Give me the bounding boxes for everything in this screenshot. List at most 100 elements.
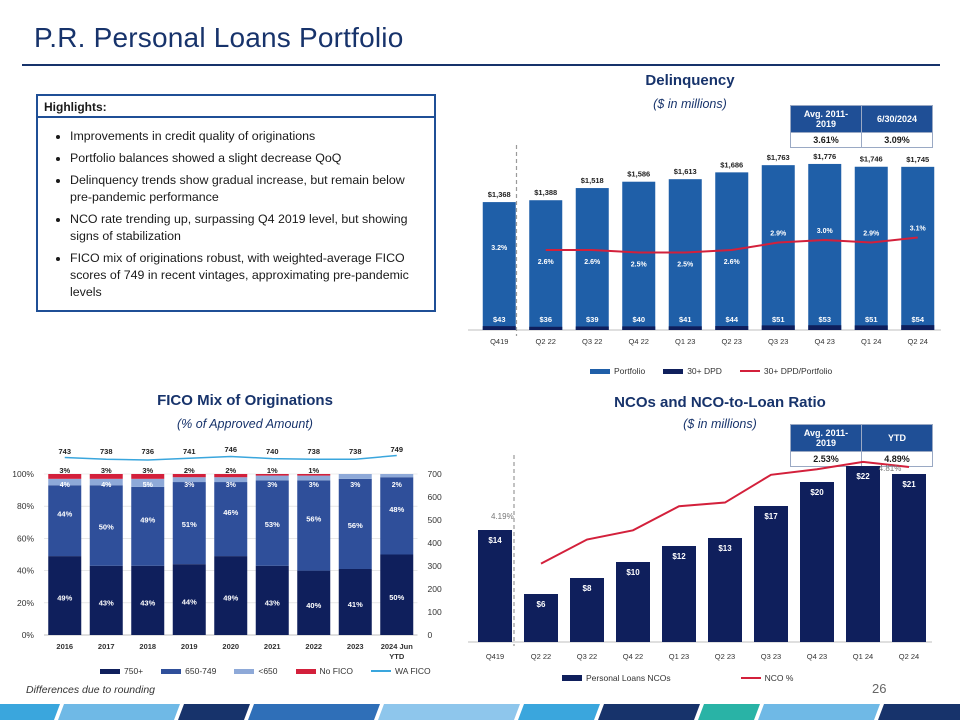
page-title: P.R. Personal Loans Portfolio <box>34 22 404 53</box>
segment-lt650 <box>48 478 82 486</box>
dpd-bar <box>854 325 888 330</box>
nco-title: NCOs and NCO-to-Loan Ratio <box>614 394 826 411</box>
dpd-label: $39 <box>586 315 599 324</box>
label-650-749: 48% <box>389 505 404 514</box>
label-650-749: 56% <box>348 521 363 530</box>
x-tick-label: Q4 23 <box>815 337 835 346</box>
x-tick-label: Q1 23 <box>669 652 689 661</box>
segment-lt650 <box>338 474 372 479</box>
segment-650-749 <box>214 482 248 557</box>
x-tick-label: Q419 <box>486 652 504 661</box>
x-tick-label: Q2 23 <box>715 652 735 661</box>
ratio-label: 3.0% <box>817 228 834 235</box>
label-lt650: 3% <box>226 482 237 489</box>
portfolio-label: $1,388 <box>534 188 557 197</box>
label-lt650: 2% <box>392 482 403 489</box>
dpd-bar <box>482 326 516 330</box>
y2-tick-label: 300 <box>428 561 442 571</box>
portfolio-bar <box>854 166 888 330</box>
x-tick-label: Q4 23 <box>807 652 827 661</box>
portfolio-label: $1,763 <box>767 153 790 162</box>
footer-stripe <box>518 704 600 720</box>
ratio-line <box>545 236 918 254</box>
legend-swatch <box>562 675 582 681</box>
segment-750 <box>380 554 414 635</box>
nco-bar <box>846 466 880 642</box>
y2-tick-label: 400 <box>428 538 442 548</box>
segment-650-749 <box>131 486 165 566</box>
x-tick-label: 2023 <box>347 642 364 651</box>
segment-750 <box>172 564 206 635</box>
segment-650-749 <box>380 477 414 555</box>
x-tick-label: 2021 <box>264 642 281 651</box>
legend-label: <650 <box>258 666 278 676</box>
x-tick-label: 2022 <box>305 642 322 651</box>
legend-label: Portfolio <box>614 366 646 376</box>
footer-band <box>0 704 960 720</box>
segment-nofico <box>48 474 82 479</box>
nco-stat-table: Avg. 2011-2019 YTD 2.53% 4.89% <box>790 424 933 467</box>
segment-lt650 <box>172 477 206 483</box>
wa-fico-label: 738 <box>100 447 113 456</box>
label-lt650: 5% <box>143 482 154 489</box>
legend-label: 750+ <box>124 666 144 676</box>
label-750: 43% <box>140 598 155 607</box>
nco-bar <box>570 578 604 642</box>
portfolio-label: $1,776 <box>813 152 836 161</box>
dpd-bar <box>761 325 795 330</box>
nco-label: $14 <box>488 536 502 545</box>
segment-nofico <box>214 474 248 478</box>
ratio-label: 2.9% <box>863 231 880 238</box>
ratio-label: 2.5% <box>631 262 648 269</box>
legend-line <box>371 670 392 672</box>
dpd-bar <box>622 326 656 330</box>
legend-label: 30+ DPD <box>687 366 722 376</box>
portfolio-label: $1,586 <box>627 170 650 179</box>
x-tick-label: Q3 22 <box>582 337 602 346</box>
ratio-label: 2.5% <box>677 262 694 269</box>
nco-legend: Personal Loans NCOs NCO % <box>562 673 811 683</box>
nco-label: $12 <box>672 552 686 561</box>
stat-header: YTD <box>861 424 933 452</box>
legend-label: NCO % <box>764 673 794 683</box>
portfolio-label: $1,613 <box>674 167 697 176</box>
segment-lt650 <box>214 477 248 483</box>
nco-bar <box>708 538 742 642</box>
footer-stripe <box>598 704 700 720</box>
nco-label: $17 <box>764 512 778 521</box>
segment-nofico <box>131 474 165 479</box>
x-tick-label: 2019 <box>181 642 198 651</box>
portfolio-label: $1,518 <box>581 176 604 185</box>
segment-750 <box>338 568 372 635</box>
label-650-749: 50% <box>99 523 114 532</box>
label-650-749: 53% <box>265 520 280 529</box>
label-lt650: 3% <box>267 482 278 489</box>
segment-650-749 <box>172 482 206 565</box>
stat-header: Avg. 2011-2019 <box>790 105 862 133</box>
ratio-label: 2.6% <box>538 259 555 266</box>
footer-stripe <box>58 704 180 720</box>
segment-lt650 <box>89 478 123 486</box>
legend-swatch <box>663 368 684 374</box>
label-lt650: 3% <box>184 482 195 489</box>
dpd-label: $44 <box>725 315 738 324</box>
segment-650-749 <box>48 485 82 557</box>
y-tick-label: 80% <box>17 501 34 511</box>
label-650-749: 56% <box>306 515 321 524</box>
segment-nofico <box>297 474 331 476</box>
portfolio-bar <box>761 165 795 330</box>
legend-line <box>740 677 761 679</box>
nco-subtitle: ($ in millions) <box>683 417 757 431</box>
dpd-bar <box>575 326 609 330</box>
nco-bar <box>754 506 788 642</box>
x-tick-label: Q3 22 <box>577 652 597 661</box>
nco-bar <box>524 594 558 642</box>
ratio-label: 2.6% <box>584 259 601 266</box>
label-750: 49% <box>223 594 238 603</box>
wa-fico-label: 743 <box>58 447 71 456</box>
x-tick-label: 2017 <box>98 642 115 651</box>
ratio-label: 3.2% <box>491 245 508 252</box>
portfolio-bar <box>668 179 702 330</box>
segment-750 <box>131 565 165 635</box>
fico-subtitle: (% of Approved Amount) <box>177 417 313 431</box>
